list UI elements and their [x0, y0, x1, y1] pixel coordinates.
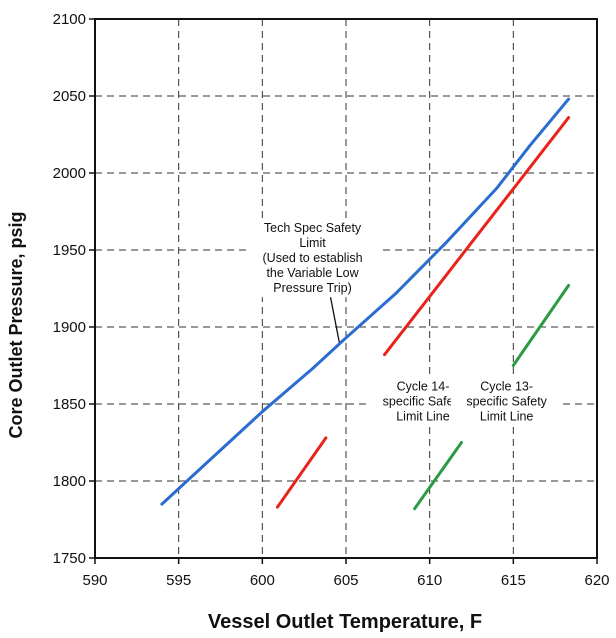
annotation-line: Tech Spec Safety — [264, 221, 362, 235]
x-tick-label: 610 — [417, 572, 442, 589]
x-tick-label: 600 — [250, 572, 275, 589]
annotation-line: (Used to establish — [263, 251, 363, 265]
annotation-line: Pressure Trip) — [273, 281, 352, 295]
y-tick-label: 1950 — [53, 242, 86, 259]
cycle-13-safety-limit-line — [511, 283, 571, 367]
cycle-14-safety-limit-line — [383, 116, 571, 357]
y-tick-label: 1850 — [53, 396, 86, 413]
annotation-line: the Variable Low — [266, 266, 359, 280]
y-tick-label: 1800 — [53, 473, 86, 490]
tick-labels: 590 595 600 605 610 615 620 1750 1800 1850 1900 195… — [53, 11, 610, 589]
tech-spec-safety-limit-line — [160, 97, 571, 506]
series-group — [160, 97, 571, 511]
cycle-14-safety-limit-line — [275, 436, 328, 509]
annotations: Tech Spec Safety Limit (Used to establish t… — [246, 218, 563, 426]
annotation-line: Limit — [299, 236, 326, 250]
annotation-cycle-13: Cycle 13-specific Safety Limit Line — [466, 379, 547, 423]
y-tick-label: 1900 — [53, 319, 86, 336]
annotation-line: Cycle 14- — [397, 379, 450, 393]
annotation-line: specific Safety — [466, 394, 547, 408]
x-axis-title: Vessel Outlet Temperature, F — [208, 611, 482, 633]
x-tick-label: 615 — [501, 572, 526, 589]
annotation-line: Limit Line — [480, 409, 534, 423]
y-tick-label: 2000 — [53, 165, 86, 182]
y-tick-label: 2100 — [53, 11, 86, 28]
x-tick-label: 595 — [166, 572, 191, 589]
annotation-cycle-14: Cycle 14-specific Safety Limit Line — [383, 379, 464, 423]
annotation-pointer — [329, 297, 340, 343]
y-tick-label: 1750 — [53, 550, 86, 567]
x-tick-label: 590 — [82, 572, 107, 589]
annotation-cycle-13-bg — [450, 376, 563, 426]
annotation-line: Limit Line — [396, 409, 450, 423]
annotation-line: Cycle 13- — [480, 379, 533, 393]
y-tick-label: 2050 — [53, 88, 86, 105]
y-axis-title: Core Outlet Pressure, psig — [6, 211, 26, 438]
annotation-tech-spec: Tech Spec Safety Limit (Used to establish t… — [263, 221, 363, 295]
annotation-tech-spec-bg — [246, 218, 379, 298]
x-tick-label: 620 — [584, 572, 609, 589]
x-tick-label: 605 — [333, 572, 358, 589]
cycle-13-safety-limit-line — [413, 441, 463, 511]
annotation-line: specific Safety — [383, 394, 464, 408]
